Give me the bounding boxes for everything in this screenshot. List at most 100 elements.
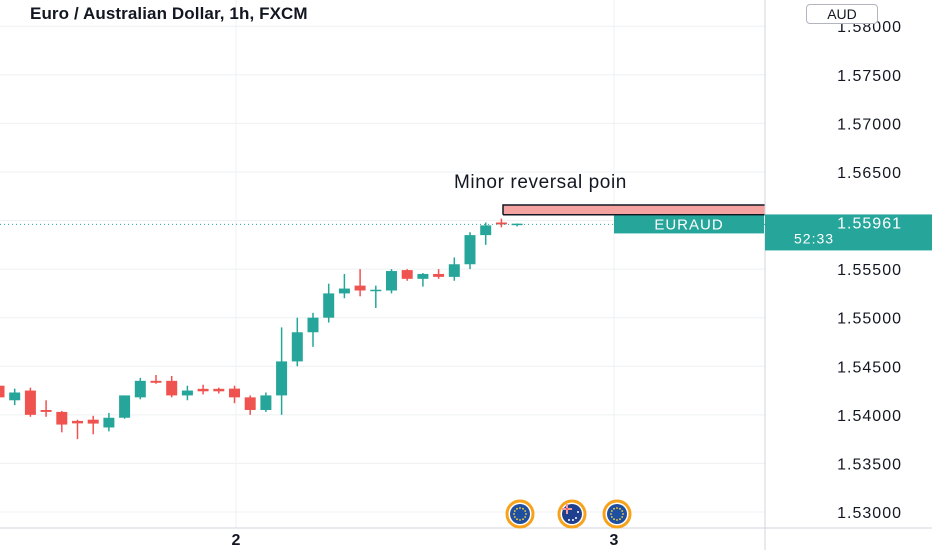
candle-body — [87, 419, 99, 424]
flag-star — [568, 519, 570, 521]
flag-star — [525, 513, 527, 515]
chart-title: Euro / Australian Dollar, 1h, FXCM — [30, 4, 308, 23]
candle — [417, 273, 429, 287]
flag-star — [524, 510, 527, 512]
candle — [464, 232, 476, 270]
candle-body — [181, 390, 193, 396]
reversal-zone-border — [502, 204, 765, 216]
candle-body — [134, 380, 146, 398]
candle — [338, 273, 350, 299]
event-icons — [505, 499, 632, 529]
candle-body — [464, 235, 476, 265]
candle-body — [307, 317, 319, 333]
reversal-zone: Minor reversal poin — [454, 172, 765, 216]
flag-star — [577, 511, 579, 513]
candle — [323, 283, 335, 323]
flag-star — [513, 510, 516, 512]
price-tick-label: 1.56500 — [837, 165, 902, 182]
time-tick-label: 3 — [610, 532, 619, 549]
price-tick-label: 1.53000 — [837, 505, 902, 522]
price-tick-label: 1.53500 — [837, 456, 902, 473]
price-tick-label: 1.57000 — [837, 116, 902, 133]
flag-star — [621, 510, 624, 512]
flag-star — [516, 507, 518, 510]
flag-star — [516, 518, 518, 521]
candle — [495, 218, 507, 228]
candle — [354, 269, 366, 297]
flag-star — [513, 513, 515, 515]
current-price-label-bg — [765, 214, 932, 251]
flag-cross-red — [562, 504, 572, 514]
candle-body — [72, 420, 83, 424]
price-tick-label: 1.54000 — [837, 408, 902, 425]
candle — [386, 269, 397, 294]
flag-star — [622, 513, 624, 515]
eu-flag-icon[interactable] — [602, 499, 632, 529]
candle — [103, 412, 115, 432]
candle — [181, 385, 193, 401]
candle-body — [103, 417, 115, 428]
flag-star — [616, 507, 618, 509]
flag-star — [613, 518, 615, 521]
flag-star — [522, 518, 524, 521]
flag-star — [519, 507, 521, 509]
candle-body — [119, 395, 131, 418]
candle-body — [9, 392, 21, 401]
flag-star — [575, 517, 577, 519]
candle — [134, 377, 146, 400]
price-axis[interactable]: 1.580001.575001.570001.565001.555001.550… — [764, 0, 902, 550]
price-tick-label: 1.57500 — [837, 68, 902, 85]
symbol-label-bg — [614, 215, 764, 234]
candle-body — [276, 361, 288, 396]
candle — [244, 395, 256, 415]
au-flag-icon[interactable] — [557, 499, 587, 529]
candle-body — [386, 271, 397, 291]
candle — [0, 385, 5, 398]
price-tick-label: 1.55000 — [837, 311, 902, 328]
flag-star — [610, 513, 612, 515]
candle-body — [291, 332, 303, 362]
flag-star — [610, 510, 613, 512]
candles — [0, 218, 523, 440]
flag-star — [616, 519, 618, 521]
flag-star — [524, 516, 527, 518]
candle — [40, 400, 52, 417]
current-price-value: 1.55961 — [837, 215, 902, 232]
candle-body — [197, 388, 209, 392]
candle — [9, 388, 21, 406]
candle-body — [354, 285, 366, 291]
currency-badge[interactable]: AUD — [806, 4, 878, 24]
candle-body — [323, 293, 335, 318]
candle — [166, 375, 178, 398]
candle-body — [213, 388, 225, 392]
price-tick-label: 1.54500 — [837, 359, 902, 376]
candle-body — [338, 288, 350, 294]
candle-body — [166, 380, 178, 396]
flag-star — [519, 519, 521, 521]
candle — [480, 222, 492, 245]
candle-body — [448, 264, 460, 277]
candle — [511, 223, 523, 227]
candle — [87, 415, 99, 435]
flag-field — [562, 504, 582, 524]
candle — [370, 285, 382, 308]
candle — [307, 312, 319, 347]
candle — [213, 387, 225, 394]
candle — [291, 317, 303, 367]
candle — [260, 392, 272, 412]
countdown-value: 52:33 — [794, 230, 834, 246]
candle-body — [150, 380, 162, 383]
candle-body — [0, 385, 5, 398]
flag-field — [607, 504, 627, 524]
candle — [119, 395, 131, 419]
flag-field — [510, 504, 530, 524]
candle — [276, 327, 288, 415]
candle-body — [417, 273, 429, 279]
flag-star — [613, 507, 615, 510]
candle — [72, 419, 83, 440]
candle-body — [244, 397, 256, 410]
eu-flag-icon[interactable] — [505, 499, 535, 529]
